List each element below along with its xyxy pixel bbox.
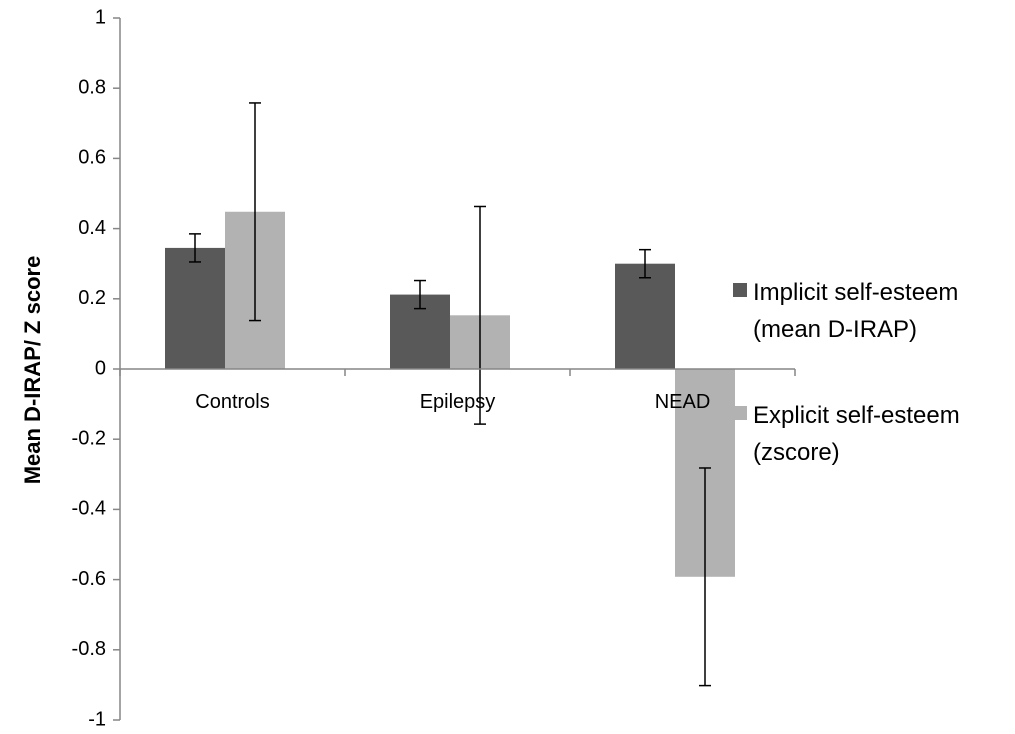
legend-item-series-2: Explicit self-esteem (zscore)	[733, 402, 960, 466]
legend-label: Implicit self-esteem	[753, 279, 958, 306]
x-tick-label-epilepsy: Epilepsy	[420, 391, 496, 413]
legend-item-series-1: Implicit self-esteem (mean D-IRAP)	[733, 279, 958, 343]
y-tick-label: -1	[88, 708, 106, 730]
y-tick-label: 0	[95, 357, 106, 379]
error-bar-epilepsy-series-2	[474, 205, 486, 425]
y-tick-label: 1	[95, 6, 106, 28]
legend: Implicit self-esteem (mean D-IRAP) Explici…	[733, 279, 960, 466]
legend-label: (mean D-IRAP)	[753, 316, 917, 343]
y-tick-label: 0.6	[78, 147, 106, 169]
error-bar-controls-series-2	[249, 102, 261, 322]
y-tick-label: -0.4	[72, 498, 106, 520]
y-tick-label: -0.6	[72, 568, 106, 590]
bar-controls-series-1	[165, 247, 225, 369]
legend-label: (zscore)	[753, 439, 840, 466]
plot-area: 1 0.8 0.6 0.4 0.2 0 -0.2 -0.4 -0.6 -0.8 -1 Controls…	[72, 6, 796, 730]
y-tick-label: -0.2	[72, 427, 106, 449]
x-tick-label-nead: NEAD	[655, 391, 711, 413]
error-bar-epilepsy-series-1	[414, 279, 426, 310]
error-bar-controls-series-1	[189, 233, 201, 263]
bar-nead-series-1	[615, 263, 675, 369]
legend-swatch	[733, 406, 747, 420]
legend-label: Explicit self-esteem	[753, 402, 960, 429]
y-tick-label: 0.8	[78, 76, 106, 98]
y-tick-label: 0.2	[78, 287, 106, 309]
x-tick-label-controls: Controls	[195, 391, 269, 413]
error-bar-nead-series-2	[699, 467, 711, 687]
y-tick-label: -0.8	[72, 638, 106, 660]
y-axis-label: Mean D-IRAP/ Z score	[20, 256, 45, 485]
y-tick-label: 0.4	[78, 217, 106, 239]
error-bar-nead-series-1	[639, 248, 651, 279]
legend-swatch	[733, 283, 747, 297]
